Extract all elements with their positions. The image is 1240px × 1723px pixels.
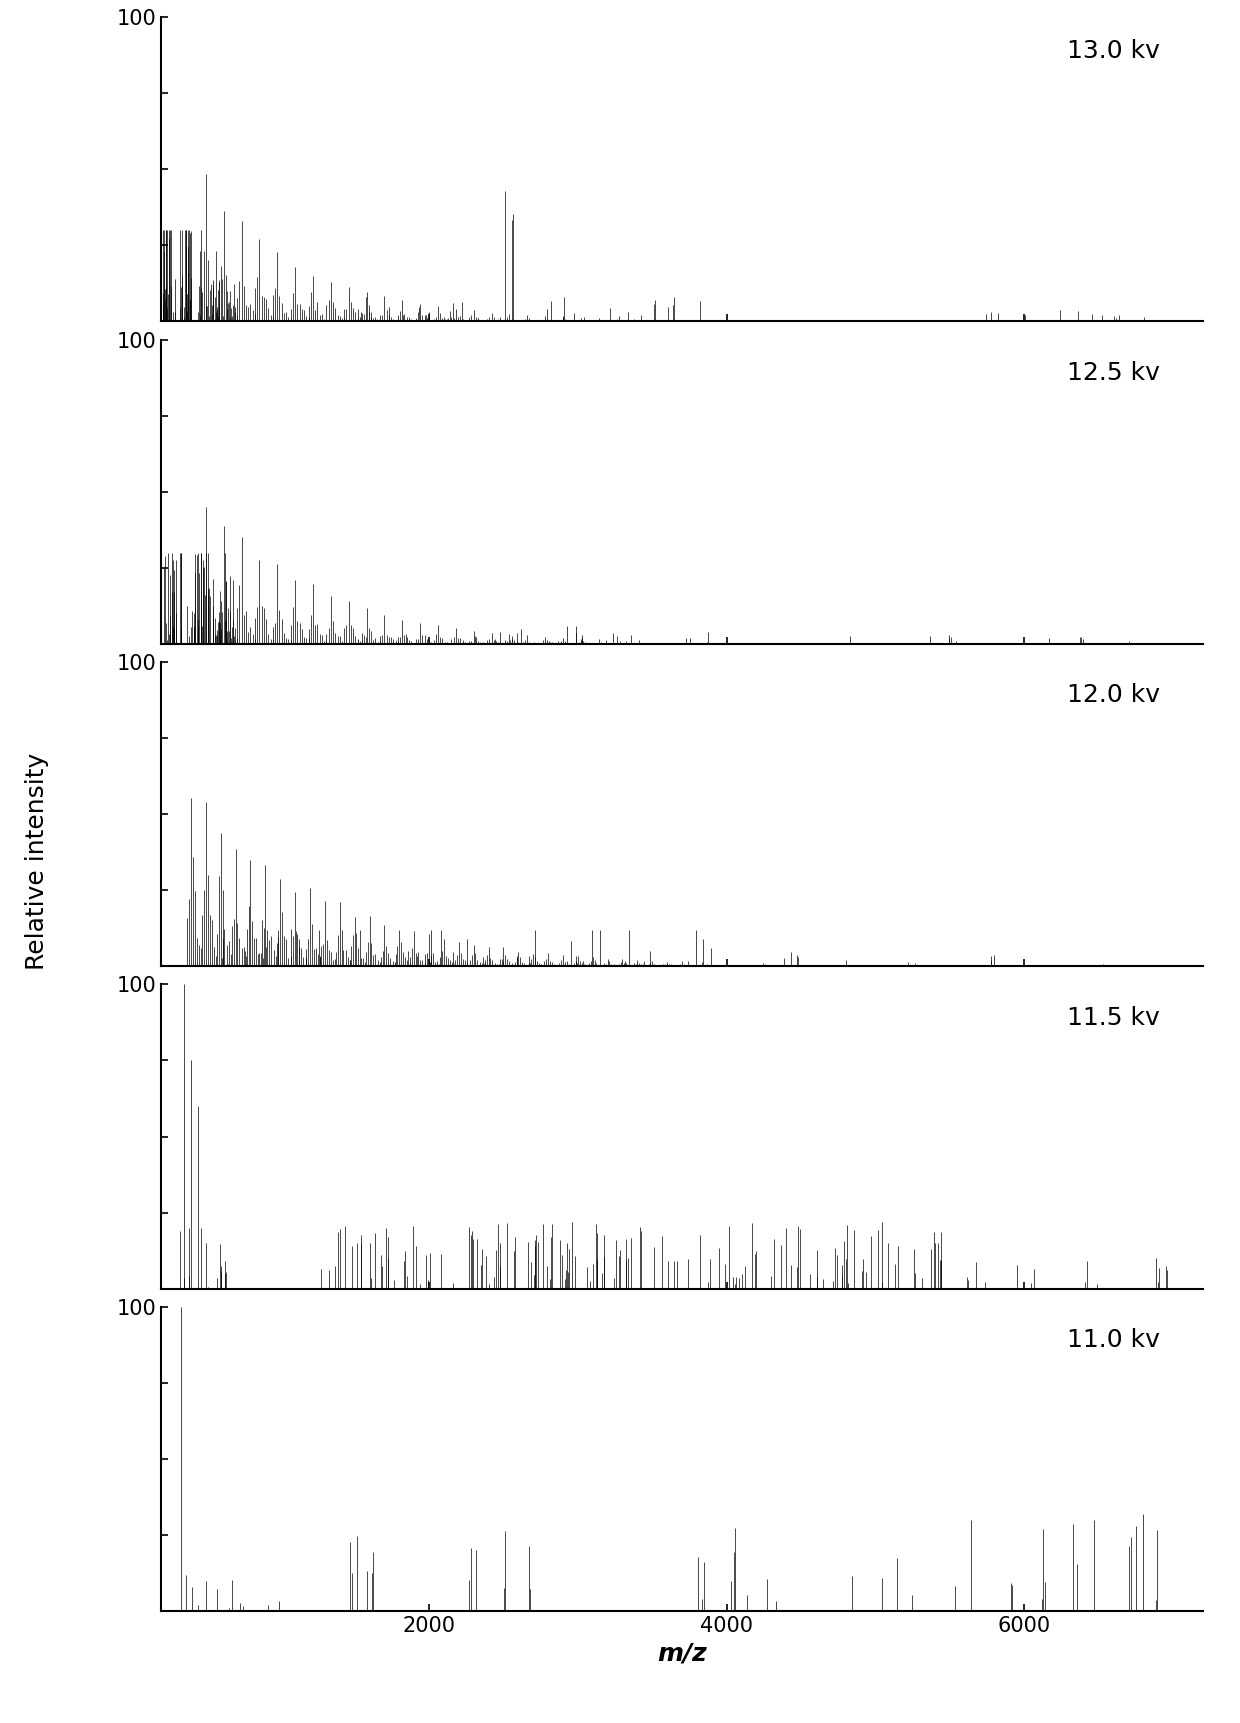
Text: 11.0 kv: 11.0 kv — [1068, 1328, 1161, 1353]
Text: Relative intensity: Relative intensity — [25, 753, 50, 970]
Text: 12.5 kv: 12.5 kv — [1068, 360, 1161, 384]
Text: 12.0 kv: 12.0 kv — [1068, 684, 1161, 708]
Text: 13.0 kv: 13.0 kv — [1068, 38, 1161, 62]
X-axis label: m/z: m/z — [657, 1642, 707, 1666]
Text: 11.5 kv: 11.5 kv — [1068, 1006, 1161, 1030]
